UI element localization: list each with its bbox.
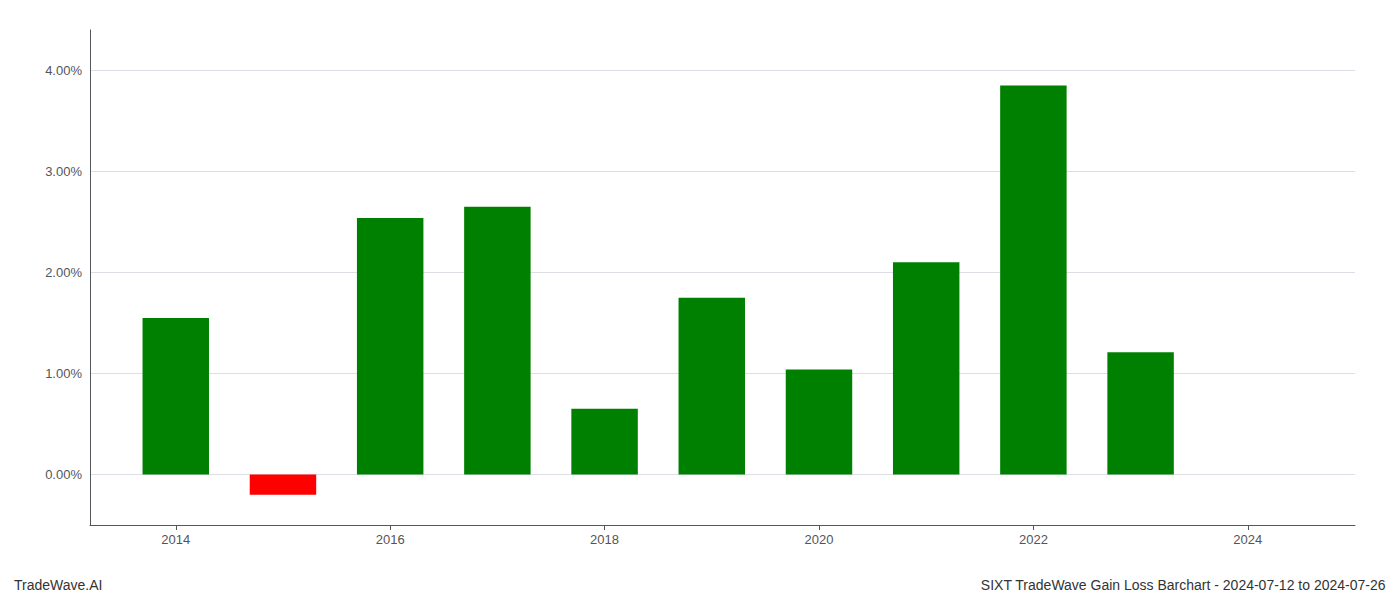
svg-text:2024: 2024	[1233, 532, 1262, 547]
svg-text:2020: 2020	[805, 532, 834, 547]
svg-text:2.00%: 2.00%	[45, 265, 82, 280]
svg-text:1.00%: 1.00%	[45, 366, 82, 381]
svg-text:0.00%: 0.00%	[45, 467, 82, 482]
svg-text:2016: 2016	[376, 532, 405, 547]
svg-text:3.00%: 3.00%	[45, 164, 82, 179]
svg-text:2022: 2022	[1019, 532, 1048, 547]
svg-text:TradeWave.AI: TradeWave.AI	[14, 577, 102, 593]
svg-text:2018: 2018	[590, 532, 619, 547]
svg-text:SIXT TradeWave Gain Loss Barch: SIXT TradeWave Gain Loss Barchart - 2024…	[981, 577, 1386, 593]
svg-text:4.00%: 4.00%	[45, 63, 82, 78]
svg-text:2014: 2014	[161, 532, 190, 547]
